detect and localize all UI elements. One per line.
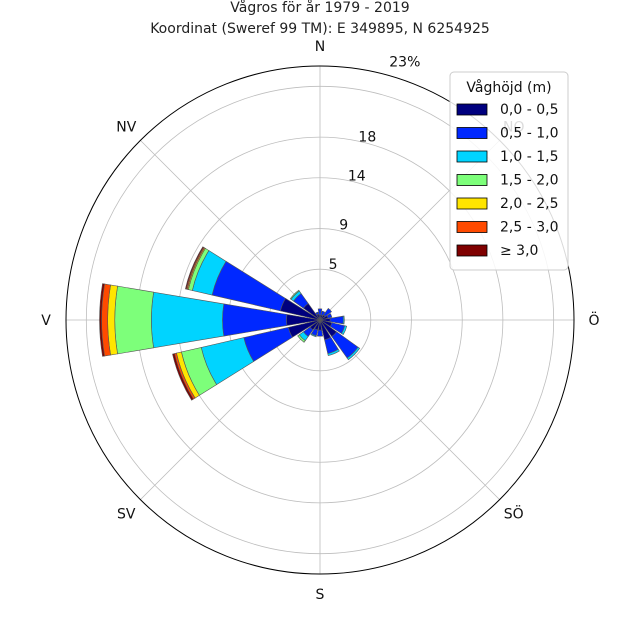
legend-swatch [456,221,488,233]
direction-label: S [316,587,325,603]
rose-wedge-90-bin-2 [342,315,345,325]
radial-tick-labels: 5 9 14 18 23% [329,55,421,273]
radial-tick-label: 23% [389,55,420,71]
legend-box [449,71,569,271]
rose-wedge-45-bin-1 [323,308,332,317]
legend-entry-label: ≥ 3,0 [500,243,538,259]
direction-label: N [315,39,325,55]
rose-wedge-225-bin-3 [297,334,306,343]
rose-wedge-135-bin-2 [346,346,361,361]
direction-label: NV [116,119,136,135]
rose-wedge-0-bin-1 [317,308,323,316]
rose-bars [99,246,361,401]
legend-entry-label: 1,0 - 1,5 [500,149,558,165]
radial-tick-label: 9 [339,218,348,234]
legend: Våghöjd (m) 0,0 - 0,5 0,5 - 1,0 1,0 - 1,5 1… [449,71,569,271]
legend-swatch [456,150,488,163]
legend-swatch [456,103,488,116]
rose-wedge-292.5-bin-1 [211,260,286,312]
rose-wedge-157.5-bin-2 [327,348,340,356]
direction-label: V [41,313,51,329]
rose-wedge-67.5-bin-1 [326,313,333,319]
direction-label: SÖ [504,505,524,523]
direction-label: Ö [588,311,599,329]
rose-wedge-270-bin-3 [114,285,155,355]
rose-wedge-247.5-bin-1 [243,326,293,362]
rose-wedge-292.5-bin-6 [185,246,205,290]
chart-title: Vågros för år 1979 - 2019 [230,0,409,16]
legend-swatch [456,197,488,210]
legend-entry-label: 2,0 - 2,5 [500,196,558,212]
legend-entry-label: 2,5 - 3,0 [500,220,558,236]
legend-swatch [456,127,488,139]
legend-entry-label: 0,5 - 1,0 [500,126,558,142]
rose-wedge-180-bin-1 [316,329,324,337]
legend-entry-label: 0,0 - 0,5 [500,102,558,118]
legend-title: Våghöjd (m) [466,79,551,96]
rose-wedge-315-bin-3 [289,289,300,300]
rose-wedge-270-bin-2 [151,291,225,349]
rose-wedge-337.5-bin-1 [315,311,319,316]
grid-spoke [140,319,321,500]
legend-swatch [456,174,488,186]
direction-label: SV [117,507,136,523]
polar-outer-ring [65,65,575,575]
radial-tick-label: 5 [329,257,338,273]
rose-wedge-202.5-bin-2 [310,333,317,338]
legend-swatch [456,244,488,257]
rose-wedge-247.5-bin-6 [172,353,194,401]
rose-wedge-112.5-bin-2 [341,325,348,335]
chart-subtitle: Koordinat (Sweref 99 TM): E 349895, N 62… [150,21,490,37]
grid-spoke [140,140,321,321]
radial-tick-label: 18 [358,129,376,145]
rose-wedge-22.5-bin-1 [320,310,326,317]
radial-tick-label: 14 [348,169,366,185]
legend-entry-label: 1,5 - 2,0 [500,173,558,189]
rose-wedge-270-bin-6 [99,283,105,357]
